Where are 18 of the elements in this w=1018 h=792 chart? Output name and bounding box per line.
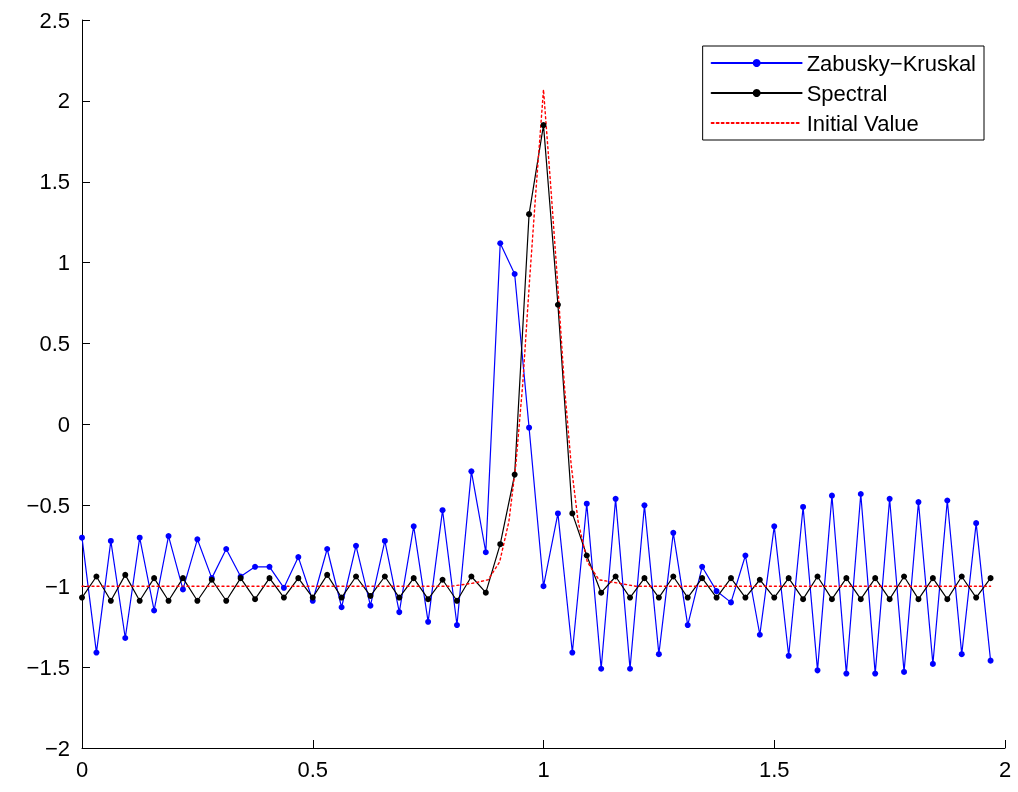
x-tick-label: 0: [75, 756, 89, 782]
x-tick-label: 2: [998, 756, 1012, 782]
x-tick-label: 1.5: [758, 756, 790, 782]
y-tick-label: 0.5: [39, 331, 70, 357]
y-tick-label: 0: [57, 411, 70, 437]
legend-label: Initial Value: [806, 110, 919, 136]
y-tick-label: −1.5: [26, 654, 70, 680]
y-tick-label: −1: [44, 573, 70, 599]
y-tick-label: 2: [57, 88, 70, 114]
legend-label: Spectral: [806, 80, 888, 106]
y-tick-label: −2: [44, 735, 70, 761]
y-tick-label: 1: [57, 250, 70, 276]
y-tick-label: 2.5: [39, 7, 70, 33]
y-tick-label: −0.5: [26, 492, 70, 518]
x-tick-label: 1: [537, 756, 550, 782]
x-tick-label: 0.5: [297, 756, 329, 782]
y-tick-label: 1.5: [39, 169, 70, 195]
legend-label: Zabusky−Kruskal: [806, 50, 977, 76]
